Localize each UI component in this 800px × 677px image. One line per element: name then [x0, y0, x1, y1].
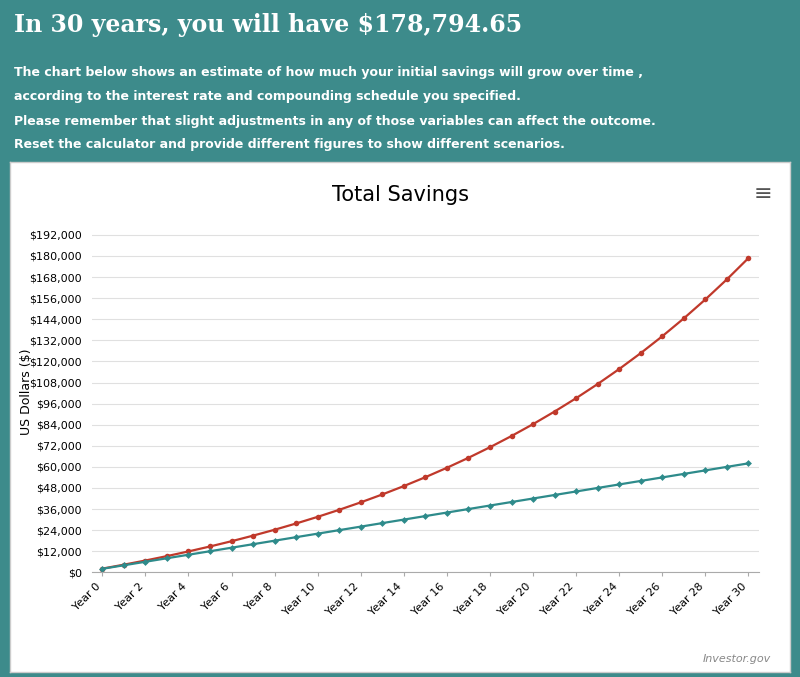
Text: Investor.gov: Investor.gov [702, 654, 771, 664]
Text: ≡: ≡ [754, 184, 773, 204]
Text: Total Savings: Total Savings [331, 185, 469, 205]
Text: Reset the calculator and provide different figures to show different scenarios.: Reset the calculator and provide differe… [14, 138, 566, 151]
Text: according to the interest rate and compounding schedule you specified.: according to the interest rate and compo… [14, 89, 522, 102]
Text: In 30 years, you will have $178,794.65: In 30 years, you will have $178,794.65 [14, 13, 522, 37]
Text: US Dollars ($): US Dollars ($) [20, 349, 34, 435]
Text: The chart below shows an estimate of how much your initial savings will grow ove: The chart below shows an estimate of how… [14, 66, 643, 79]
Text: Please remember that slight adjustments in any of those variables can affect the: Please remember that slight adjustments … [14, 114, 656, 128]
